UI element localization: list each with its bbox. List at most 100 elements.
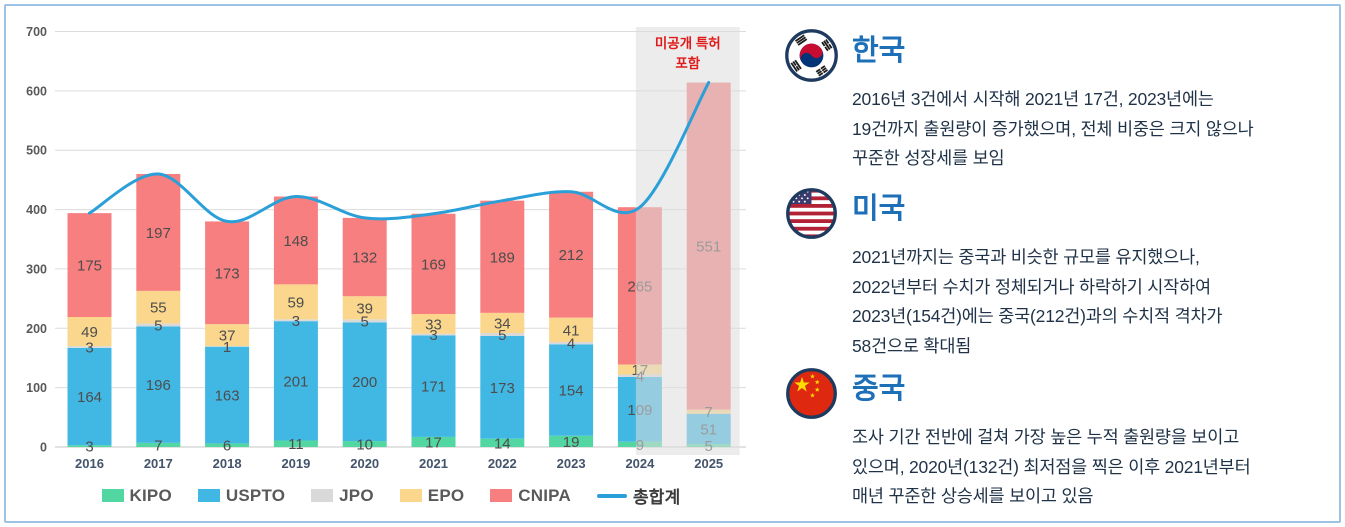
x-axis-label: 2022 <box>488 456 517 471</box>
bar-segment-kipo <box>136 442 181 447</box>
bar-segment-uspto <box>273 321 318 441</box>
bar-value-label: 200 <box>352 374 377 391</box>
usa-flag-icon <box>786 188 837 239</box>
legend-swatch-jpo <box>311 489 334 502</box>
bar-segment-cnipa <box>342 217 387 297</box>
y-axis-label: 500 <box>26 144 47 158</box>
bar-value-label: 5 <box>154 318 162 335</box>
bar-value-label: 49 <box>81 324 98 341</box>
legend-label-total: 총합계 <box>632 488 681 507</box>
legend-item-total: 총합계 <box>596 483 681 508</box>
bar-segment-kipo <box>273 440 318 447</box>
unpublished-band <box>635 27 740 455</box>
bar-segment-epo <box>67 317 112 347</box>
bar-value-label: 175 <box>77 258 102 275</box>
bar-segment-jpo <box>480 333 525 337</box>
legend-swatch-kipo <box>101 489 124 502</box>
bar-segment-cnipa <box>273 196 318 285</box>
bar-segment-cnipa <box>480 200 525 313</box>
bar-value-label: 33 <box>425 316 442 333</box>
bar-segment-epo <box>342 296 387 320</box>
panel-china: 중국 조사 기간 전반에 걸쳐 가장 높은 누적 출원량을 보이고 있으며, 2… <box>783 365 1251 512</box>
legend-item-uspto: USPTO <box>197 485 286 506</box>
panel-korea: 한국 2016년 3건에서 시작해 2021년 17건, 2023년에는 19건… <box>783 27 1254 174</box>
bar-value-label: 173 <box>215 265 240 282</box>
body-line: 19건까지 출원량이 증가했으며, 전체 비중은 크지 않으나 <box>852 118 1254 139</box>
x-axis-label: 2018 <box>213 456 242 471</box>
bar-segment-epo <box>205 324 250 347</box>
legend-label: JPO <box>339 485 374 505</box>
bar-segment-epo <box>549 317 594 342</box>
bar-value-label: 4 <box>567 336 575 353</box>
bar-value-label: 5 <box>361 313 369 330</box>
bar-segment-uspto <box>67 347 112 446</box>
bar-segment-epo <box>480 312 525 334</box>
y-axis-label: 100 <box>26 381 47 395</box>
bar-segment-jpo <box>67 346 112 348</box>
body-line: 있으며, 2020년(132건) 최저점을 찍은 이후 2021년부터 <box>852 456 1251 477</box>
bar-segment-jpo <box>273 319 318 322</box>
panel-title-usa: 미국 <box>852 193 906 225</box>
country-summary-panels: 한국 2016년 3건에서 시작해 2021년 17건, 2023년에는 19건… <box>783 6 1341 521</box>
y-axis-label: 400 <box>26 203 47 217</box>
bar-segment-uspto <box>411 335 456 437</box>
report-frame: 0 100 200 300 400 500 600 700 3 164 3 49 175 7 196 5 55 1… <box>4 4 1341 523</box>
bar-segment-kipo <box>205 443 250 447</box>
bar-value-label: 171 <box>421 379 446 396</box>
bar-value-label: 59 <box>288 294 305 311</box>
bar-segment-cnipa <box>411 213 456 315</box>
bar-value-label: 11 <box>288 436 304 453</box>
body-line: 2023년(154건)에는 중국(212건)과의 수치적 격차가 <box>852 306 1223 326</box>
x-axis-label: 2019 <box>281 456 310 471</box>
legend-swatch-uspto <box>197 489 220 502</box>
bar-value-label: 3 <box>85 439 93 456</box>
bar-segment-uspto <box>342 322 387 442</box>
bar-value-label: 169 <box>421 256 446 273</box>
bar-segment-jpo <box>549 341 594 345</box>
annotation-label: 미공개 특허 <box>655 35 721 51</box>
legend-label: USPTO <box>225 485 286 505</box>
bar-segment-epo <box>273 284 318 320</box>
y-axis-label: 600 <box>26 84 47 98</box>
body-line: 2021년까지는 중국과 비슷한 규모를 유지했으나, <box>852 247 1200 267</box>
bar-value-label: 3 <box>85 339 93 356</box>
bar-segment-uspto <box>205 346 250 444</box>
bar-value-label: 7 <box>154 437 162 454</box>
bar-value-label: 197 <box>146 225 171 242</box>
legend-item-epo: EPO <box>399 486 465 506</box>
bar-value-label: 10 <box>356 437 373 454</box>
bar-value-label: 164 <box>77 389 102 406</box>
legend-item-cnipa: CNIPA <box>490 486 571 506</box>
legend-line-swatch <box>596 493 627 498</box>
bar-value-label: 34 <box>494 315 511 332</box>
bar-segment-jpo <box>411 333 456 336</box>
chart-canvas: 0100200300400500600700316434917571965551… <box>26 25 746 471</box>
bar-value-label: 3 <box>292 313 300 330</box>
bar-value-label: 3 <box>429 327 437 344</box>
bar-segment-cnipa <box>136 173 181 291</box>
bar-segment-epo <box>136 290 181 324</box>
legend-swatch-cnipa <box>490 489 513 502</box>
x-axis-label: 2021 <box>419 456 448 471</box>
x-axis-label: 2025 <box>694 456 723 471</box>
panel-body-korea: 2016년 3건에서 시작해 2021년 17건, 2023년에는 19건까지 … <box>852 85 1254 174</box>
body-line: 58건으로 확대됨 <box>852 335 972 356</box>
legend-label: KIPO <box>129 485 172 505</box>
body-line: 2016년 3건에서 시작해 2021년 17건, 2023년에는 <box>852 89 1214 109</box>
bar-value-label: 189 <box>490 249 515 266</box>
x-axis-label: 2017 <box>144 456 173 471</box>
bar-segment-uspto <box>480 336 525 439</box>
bar-value-label: 173 <box>490 380 515 397</box>
bar-value-label: 201 <box>283 373 308 390</box>
bar-value-label: 148 <box>283 233 308 250</box>
bar-value-label: 6 <box>223 438 231 455</box>
panel-title-china: 중국 <box>852 373 906 405</box>
legend-item-kipo: KIPO <box>101 485 172 506</box>
bar-segment-kipo <box>67 445 112 447</box>
bar-value-label: 17 <box>425 434 442 451</box>
legend-swatch-epo <box>399 489 422 502</box>
panel-body-china: 조사 기간 전반에 걸쳐 가장 높은 누적 출원량을 보이고 있으며, 2020… <box>852 423 1251 512</box>
bar-segment-epo <box>411 314 456 334</box>
bar-value-label: 41 <box>563 322 580 339</box>
bar-segment-kipo <box>549 435 594 447</box>
